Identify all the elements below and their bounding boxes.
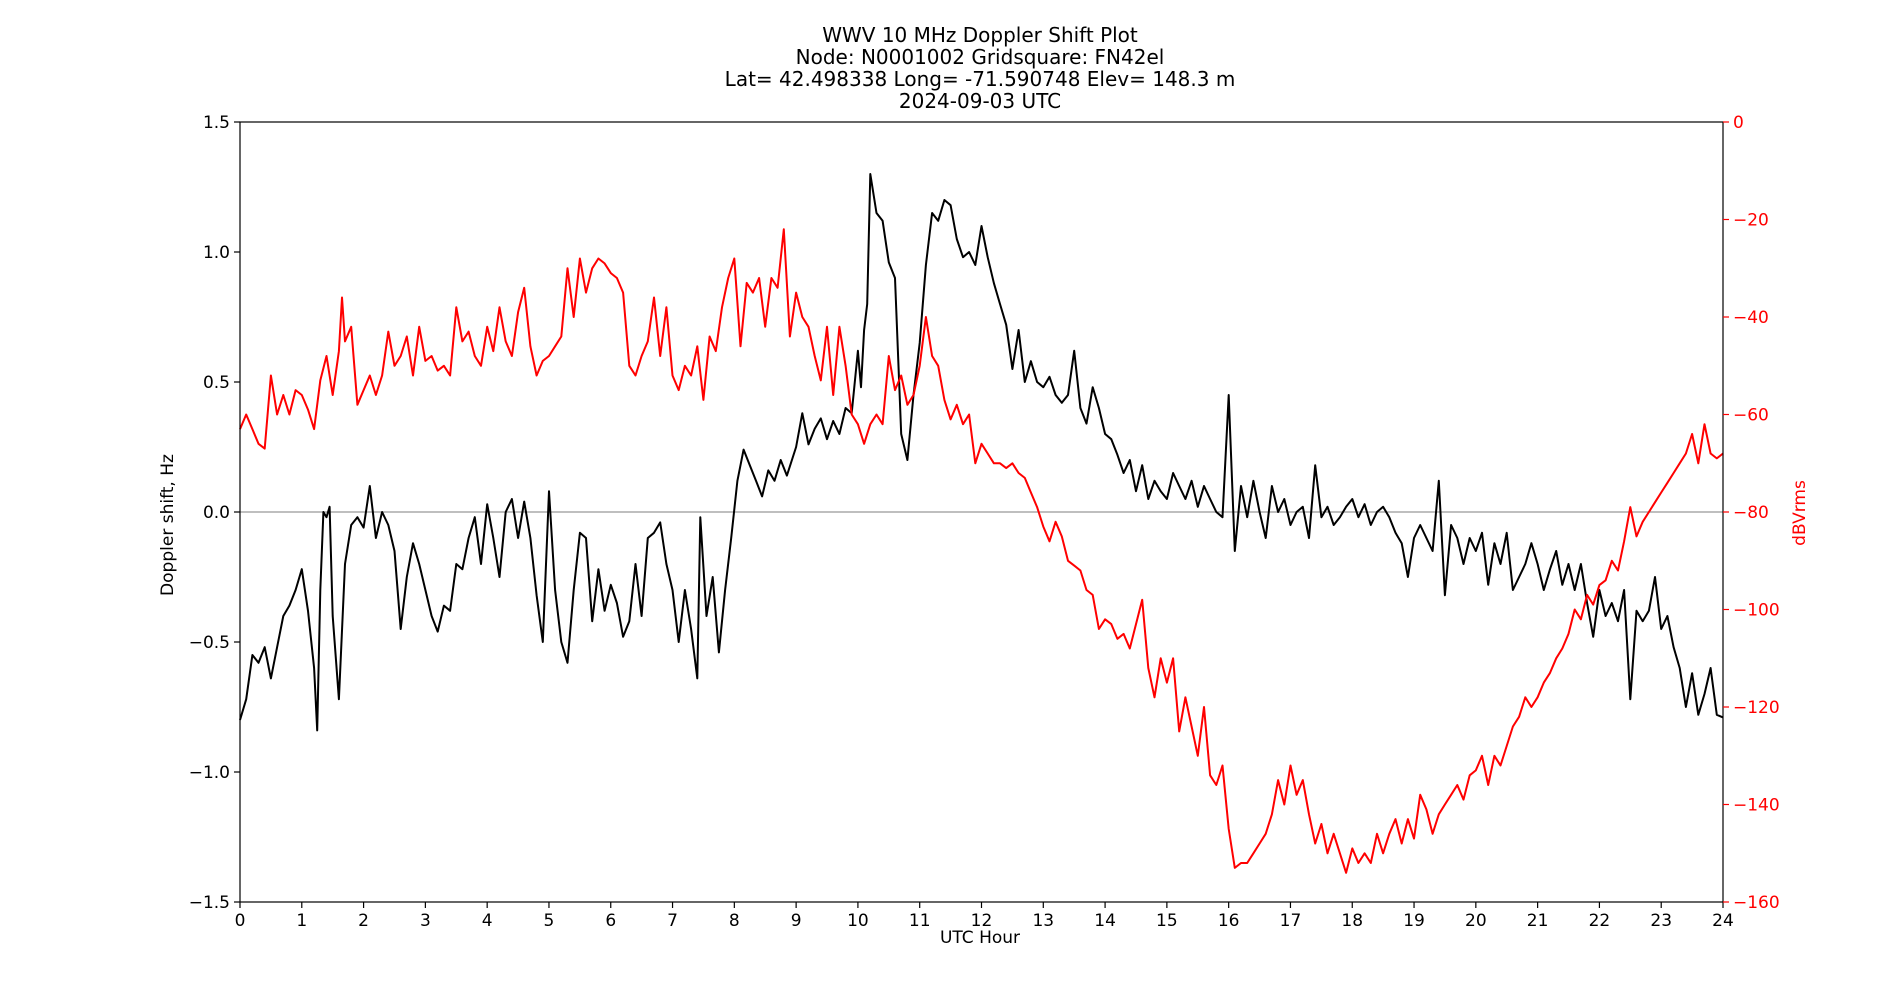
- x-tick-label: 19: [1403, 911, 1425, 931]
- title-line-1: WWV 10 MHz Doppler Shift Plot: [822, 23, 1138, 47]
- x-tick-label: 0: [235, 911, 246, 931]
- x-tick-label: 8: [729, 911, 740, 931]
- y-tick-label: 1.0: [203, 243, 230, 263]
- x-tick-label: 11: [909, 911, 931, 931]
- x-tick-label: 4: [482, 911, 493, 931]
- x-tick-label: 17: [1280, 911, 1302, 931]
- x-tick-label: 13: [1032, 911, 1054, 931]
- y2-tick-label: −140: [1733, 796, 1780, 816]
- x-tick-label: 20: [1465, 911, 1487, 931]
- x-tick-label: 14: [1094, 911, 1116, 931]
- x-tick-label: 10: [847, 911, 869, 931]
- plot-area: [239, 173, 1724, 874]
- x-tick-label: 3: [420, 911, 431, 931]
- y-tick-label: 1.5: [203, 113, 230, 133]
- x-tick-label: 9: [791, 911, 802, 931]
- x-tick-label: 6: [605, 911, 616, 931]
- y-tick-label: −1.0: [189, 763, 230, 783]
- x-axis-label: UTC Hour: [940, 928, 1020, 948]
- y2-tick-label: −60: [1733, 406, 1769, 426]
- x-tick-label: 15: [1156, 911, 1178, 931]
- y-tick-label: 0.0: [203, 503, 230, 523]
- y2-tick-label: −40: [1733, 308, 1769, 328]
- title-line-4: 2024-09-03 UTC: [899, 89, 1061, 113]
- x-tick-label: 16: [1218, 911, 1240, 931]
- signal-level-line: [239, 228, 1724, 874]
- title-line-2: Node: N0001002 Gridsquare: FN42el: [796, 45, 1165, 69]
- chart-title: WWV 10 MHz Doppler Shift Plot Node: N000…: [725, 23, 1236, 113]
- y2-tick-label: −160: [1733, 893, 1780, 913]
- x-tick-label: 7: [667, 911, 678, 931]
- y2-tick-label: −80: [1733, 503, 1769, 523]
- y2-tick-label: −120: [1733, 698, 1780, 718]
- x-tick-label: 5: [544, 911, 555, 931]
- x-tick-label: 23: [1650, 911, 1672, 931]
- title-line-3: Lat= 42.498338 Long= -71.590748 Elev= 14…: [725, 67, 1236, 91]
- y2-tick-label: 0: [1733, 113, 1744, 133]
- y-tick-label: −0.5: [189, 633, 230, 653]
- x-tick-label: 1: [296, 911, 307, 931]
- x-tick-label: 21: [1527, 911, 1549, 931]
- axes: 0 1 2 3 4 5 6 7 8 9 10 11 12 13 14 15 16 17 18 19 20 21 22 23 24…: [189, 113, 1780, 931]
- y-tick-label: 0.5: [203, 373, 230, 393]
- doppler-shift-line: [239, 173, 1724, 732]
- x-tick-label: 24: [1712, 911, 1734, 931]
- y-axis-label: Doppler shift, Hz: [158, 454, 178, 596]
- y2-tick-label: −20: [1733, 211, 1769, 231]
- x-tick-label: 12: [971, 911, 993, 931]
- y2-tick-label: −100: [1733, 601, 1780, 621]
- x-tick-label: 2: [358, 911, 369, 931]
- x-tick-label: 22: [1589, 911, 1611, 931]
- y2-axis-label: dBVrms: [1790, 480, 1810, 546]
- y-tick-label: −1.5: [189, 893, 230, 913]
- x-tick-label: 18: [1341, 911, 1363, 931]
